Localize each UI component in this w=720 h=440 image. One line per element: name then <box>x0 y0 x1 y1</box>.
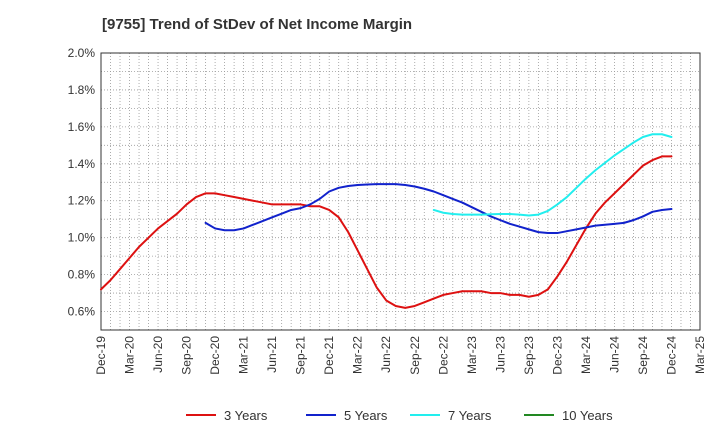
series-line-1 <box>100 155 673 309</box>
series-lines <box>100 133 673 309</box>
x-tick-label: Dec-23 <box>550 336 564 375</box>
x-tick-label: Sep-23 <box>522 336 536 375</box>
x-tick-label: Mar-23 <box>465 336 479 374</box>
legend-label: 3 Years <box>224 408 268 423</box>
x-tick-label: Jun-21 <box>265 336 279 373</box>
x-tick-label: Jun-23 <box>493 336 507 373</box>
x-tick-label: Sep-24 <box>636 336 650 375</box>
x-tick-label: Dec-21 <box>322 336 336 375</box>
x-tick-label: Jun-24 <box>607 336 621 373</box>
x-tick-label: Mar-22 <box>351 336 365 374</box>
legend-label: 5 Years <box>344 408 388 423</box>
y-axis: 0.6% 0.8% 1.0% 1.2% 1.4% 1.6% 1.8% 2.0% <box>68 46 96 319</box>
series-line-3 <box>432 133 673 217</box>
x-tick-label: Mar-24 <box>579 336 593 374</box>
legend-label: 10 Years <box>562 408 613 423</box>
y-tick-label: 2.0% <box>68 46 96 60</box>
x-tick-label: Jun-20 <box>151 336 165 373</box>
y-tick-label: 1.0% <box>68 231 96 245</box>
x-tick-label: Mar-25 <box>693 336 707 374</box>
x-tick-label: Jun-22 <box>379 336 393 373</box>
plot-border <box>100 52 701 331</box>
chart-title: [9755] Trend of StDev of Net Income Marg… <box>102 16 412 33</box>
plot-area <box>100 52 701 331</box>
x-tick-label: Sep-21 <box>294 336 308 375</box>
y-tick-label: 0.6% <box>68 305 96 319</box>
series-line-2 <box>204 183 673 235</box>
y-tick-label: 1.8% <box>68 83 96 97</box>
plot-background <box>101 53 700 330</box>
x-tick-label: Sep-20 <box>180 336 194 375</box>
x-tick-label: Dec-24 <box>664 336 678 375</box>
legend: 3 Years 5 Years 7 Years 10 Years <box>186 408 613 423</box>
y-tick-label: 0.8% <box>68 268 96 282</box>
x-tick-label: Dec-19 <box>94 336 108 375</box>
y-tick-label: 1.6% <box>68 120 96 134</box>
x-tick-label: Dec-20 <box>208 336 222 375</box>
x-axis: Dec-19 Mar-20 Jun-20 Sep-20 Dec-20 Mar-21 Jun-… <box>94 336 707 375</box>
x-tick-label: Sep-22 <box>408 336 422 375</box>
x-tick-label: Dec-22 <box>436 336 450 375</box>
y-tick-label: 1.2% <box>68 194 96 208</box>
x-tick-label: Mar-21 <box>237 336 251 374</box>
y-tick-label: 1.4% <box>68 157 96 171</box>
legend-label: 7 Years <box>448 408 492 423</box>
x-tick-label: Mar-20 <box>123 336 137 374</box>
